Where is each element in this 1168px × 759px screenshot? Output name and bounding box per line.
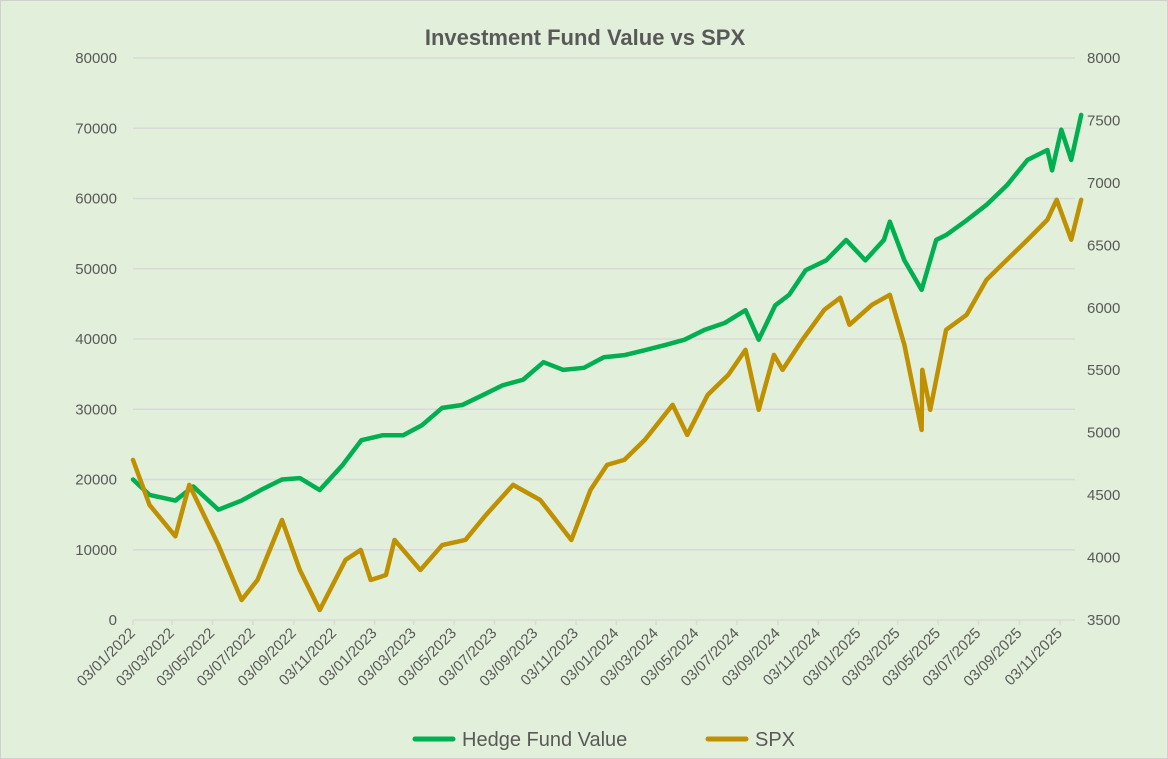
series-line-spx — [130, 197, 1084, 613]
y-right-tick-label: 3500 — [1087, 612, 1120, 629]
y-right-tick-label: 7000 — [1087, 175, 1120, 192]
y-left-tick-label: 30000 — [75, 401, 117, 418]
y-right-tick-label: 6500 — [1087, 237, 1120, 254]
y-left-tick-label: 50000 — [75, 261, 117, 278]
y-left-tick-label: 0 — [109, 612, 117, 629]
chart-title: Investment Fund Value vs SPX — [425, 25, 746, 50]
legend-label: Hedge Fund Value — [462, 729, 627, 751]
series-line-hedge-fund-value — [130, 112, 1084, 512]
y-left-tick-label: 40000 — [75, 331, 117, 348]
y-left-tick-label: 60000 — [75, 191, 117, 208]
y-left-tick-label: 20000 — [75, 472, 117, 489]
y-right-tick-label: 5500 — [1087, 362, 1120, 379]
y-right-tick-label: 6000 — [1087, 300, 1120, 317]
y-left-tick-label: 70000 — [75, 120, 117, 137]
y-right-tick-label: 4500 — [1087, 487, 1120, 504]
y-left-tick-label: 80000 — [75, 50, 117, 67]
legend-label: SPX — [755, 729, 795, 751]
y-left-tick-label: 10000 — [75, 542, 117, 559]
y-right-tick-label: 8000 — [1087, 50, 1120, 67]
y-right-tick-label: 4000 — [1087, 550, 1120, 567]
y-right-tick-label: 5000 — [1087, 425, 1120, 442]
y-right-tick-label: 7500 — [1087, 112, 1120, 129]
